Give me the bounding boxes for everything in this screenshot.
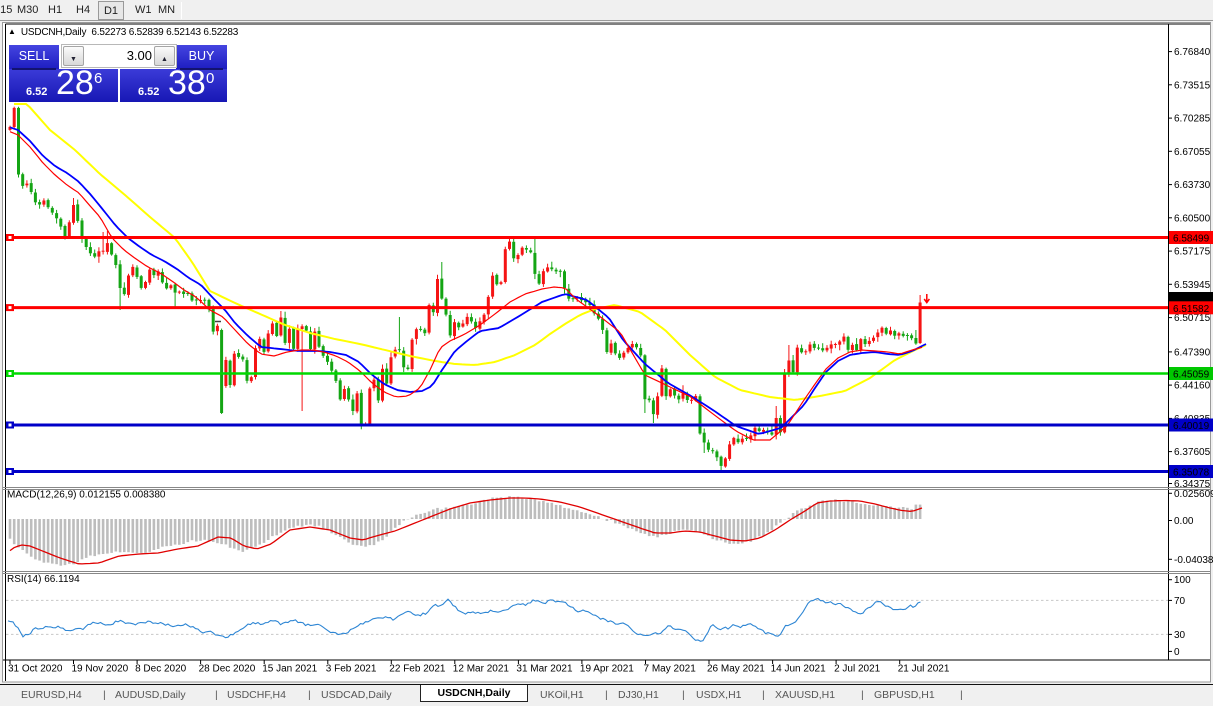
svg-text:3 Feb 2021: 3 Feb 2021 [326,664,377,675]
svg-text:7 May 2021: 7 May 2021 [644,664,697,675]
svg-text:6.40019: 6.40019 [1173,421,1210,432]
svg-text:12 Mar 2021: 12 Mar 2021 [453,664,510,675]
svg-text:6.45059: 6.45059 [1173,370,1210,381]
svg-text:6.58499: 6.58499 [1173,234,1210,245]
svg-text:6.35078: 6.35078 [1173,468,1210,479]
svg-text:0.00: 0.00 [1174,516,1194,527]
svg-text:RSI(14) 66.1194: RSI(14) 66.1194 [7,574,80,585]
svg-text:2 Jul 2021: 2 Jul 2021 [834,664,881,675]
svg-text:15 Jan 2021: 15 Jan 2021 [262,664,317,675]
svg-text:6.73515: 6.73515 [1174,80,1211,91]
svg-text:100: 100 [1174,575,1191,586]
svg-text:21 Jul 2021: 21 Jul 2021 [898,664,950,675]
svg-text:31 Mar 2021: 31 Mar 2021 [516,664,573,675]
svg-text:6.60500: 6.60500 [1174,213,1211,224]
svg-text:6.76840: 6.76840 [1174,47,1211,58]
svg-text:-0.040386: -0.040386 [1174,555,1213,566]
svg-text:6.44160: 6.44160 [1174,381,1211,392]
svg-text:6.47390: 6.47390 [1174,347,1211,358]
svg-text:6.70285: 6.70285 [1174,114,1211,125]
svg-text:6.63730: 6.63730 [1174,180,1211,191]
svg-text:6.67055: 6.67055 [1174,147,1211,158]
svg-text:19 Apr 2021: 19 Apr 2021 [580,664,634,675]
svg-text:0.025609: 0.025609 [1174,489,1213,500]
svg-text:28 Dec 2020: 28 Dec 2020 [199,664,256,675]
svg-text:6.52283: 6.52283 [1173,295,1210,306]
svg-text:0: 0 [1174,647,1180,658]
svg-text:14 Jun 2021: 14 Jun 2021 [771,664,826,675]
svg-text:6.51582: 6.51582 [1173,304,1210,315]
svg-text:70: 70 [1174,596,1186,607]
svg-text:6.50715: 6.50715 [1174,313,1211,324]
svg-text:6.34375: 6.34375 [1174,479,1211,490]
svg-text:22 Feb 2021: 22 Feb 2021 [389,664,446,675]
svg-text:30: 30 [1174,630,1186,641]
svg-text:26 May 2021: 26 May 2021 [707,664,765,675]
svg-text:6.53945: 6.53945 [1174,280,1211,291]
svg-text:6.37605: 6.37605 [1174,447,1211,458]
svg-text:19 Nov 2020: 19 Nov 2020 [72,664,129,675]
svg-text:MACD(12,26,9) 0.012155 0.00838: MACD(12,26,9) 0.012155 0.008380 [7,490,166,501]
svg-text:8 Dec 2020: 8 Dec 2020 [135,664,187,675]
svg-text:6.57175: 6.57175 [1174,247,1211,258]
svg-text:31 Oct 2020: 31 Oct 2020 [8,664,63,675]
